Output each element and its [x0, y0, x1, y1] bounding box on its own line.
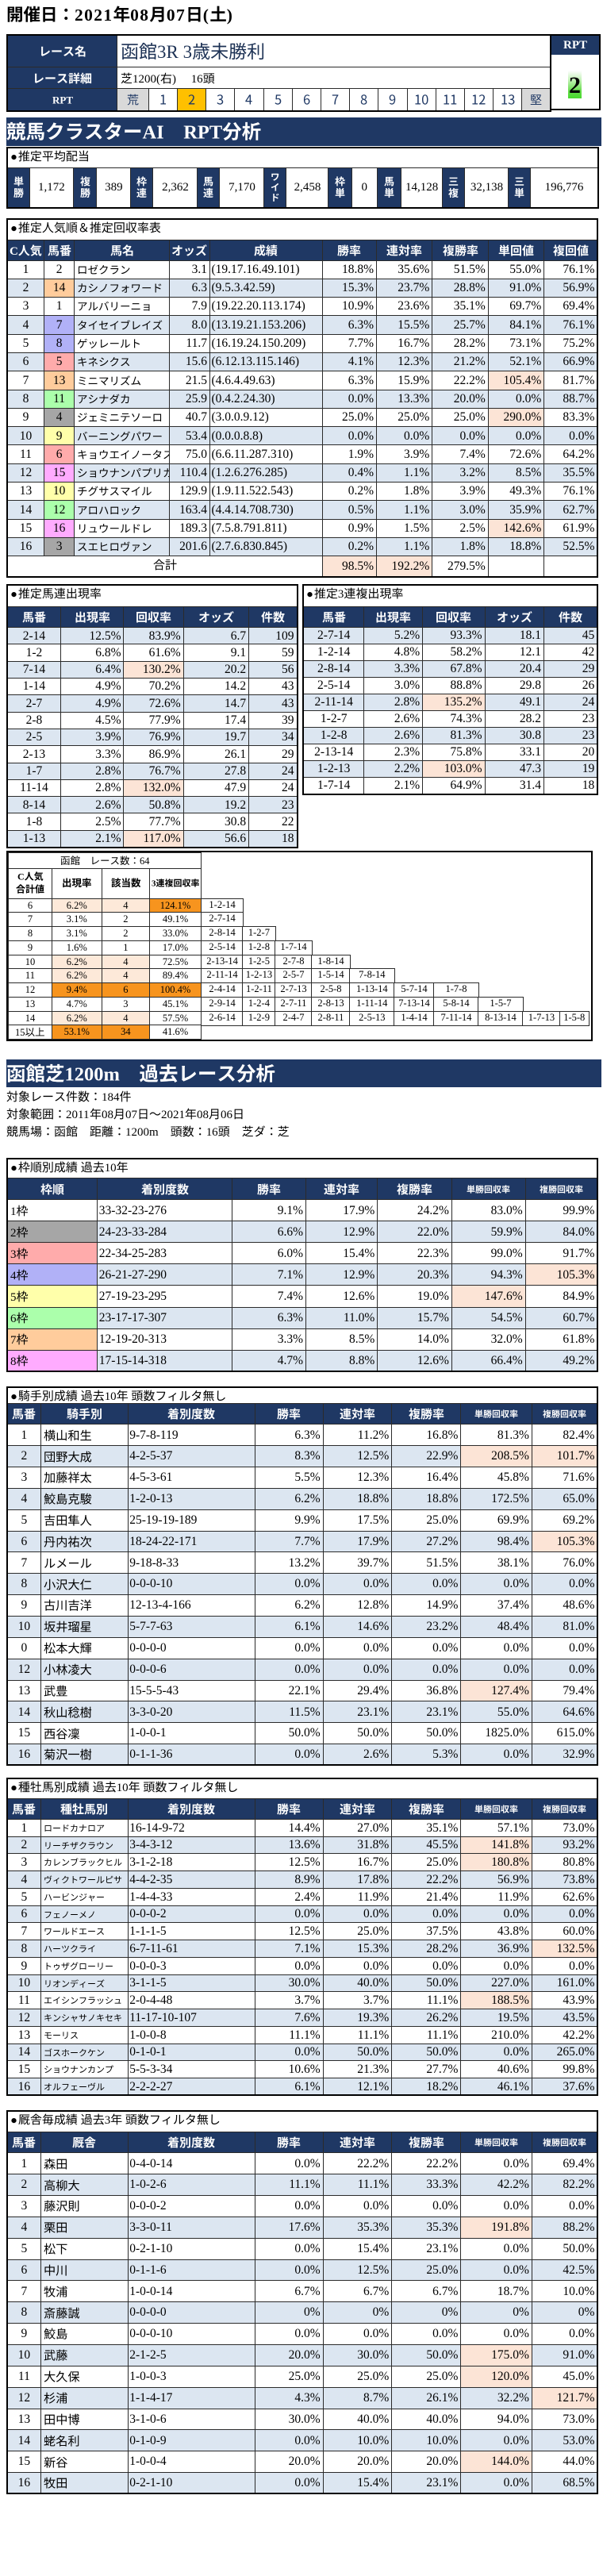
svg-text:10: 10 [105, 1162, 117, 1175]
svg-text:7: 7 [10, 1334, 17, 1347]
svg-text:RPT: RPT [52, 94, 73, 106]
svg-text:3: 3 [10, 1248, 17, 1261]
svg-text:8: 8 [10, 1355, 17, 1368]
svg-text:64: 64 [140, 855, 150, 867]
svg-text:6: 6 [10, 1313, 17, 1325]
svg-text:10: 10 [117, 1782, 129, 1794]
svg-text:): ) [227, 6, 234, 25]
svg-text:2021: 2021 [161, 1109, 185, 1121]
svg-text:3: 3 [183, 42, 193, 62]
svg-text:10: 10 [105, 1390, 117, 1403]
svg-text:2011: 2011 [66, 1109, 89, 1121]
svg-text:15: 15 [15, 1027, 25, 1038]
svg-text:1: 1 [10, 1205, 17, 1218]
svg-text:08: 08 [130, 6, 149, 25]
svg-text:AI: AI [142, 121, 163, 143]
svg-text:C: C [17, 871, 25, 882]
svg-text:1200m: 1200m [64, 1063, 119, 1085]
svg-text:C: C [10, 245, 18, 258]
svg-text:RPT: RPT [563, 39, 587, 52]
svg-text:3: 3 [338, 589, 344, 602]
svg-text:3: 3 [105, 2114, 111, 2127]
svg-text:08: 08 [102, 1109, 113, 1121]
svg-text:08: 08 [197, 1109, 209, 1121]
svg-text:(: ( [203, 6, 210, 25]
svg-text:1200m: 1200m [125, 1126, 159, 1139]
svg-text:2021: 2021 [75, 6, 113, 25]
svg-text:07: 07 [125, 1109, 138, 1121]
svg-text:5: 5 [10, 1291, 17, 1304]
svg-text:1200(: 1200( [133, 73, 160, 86]
svg-text:16: 16 [191, 73, 203, 86]
svg-text:RPT: RPT [183, 121, 222, 143]
svg-text:2: 2 [10, 1227, 17, 1240]
svg-text:06: 06 [221, 1109, 233, 1121]
svg-text:07: 07 [167, 6, 186, 25]
svg-text:16: 16 [206, 1126, 218, 1139]
svg-text:3R: 3R [157, 42, 179, 62]
svg-text:3: 3 [152, 879, 156, 888]
svg-text:4: 4 [10, 1270, 17, 1282]
svg-text:): ) [172, 73, 176, 86]
svg-text:184: 184 [102, 1091, 120, 1104]
